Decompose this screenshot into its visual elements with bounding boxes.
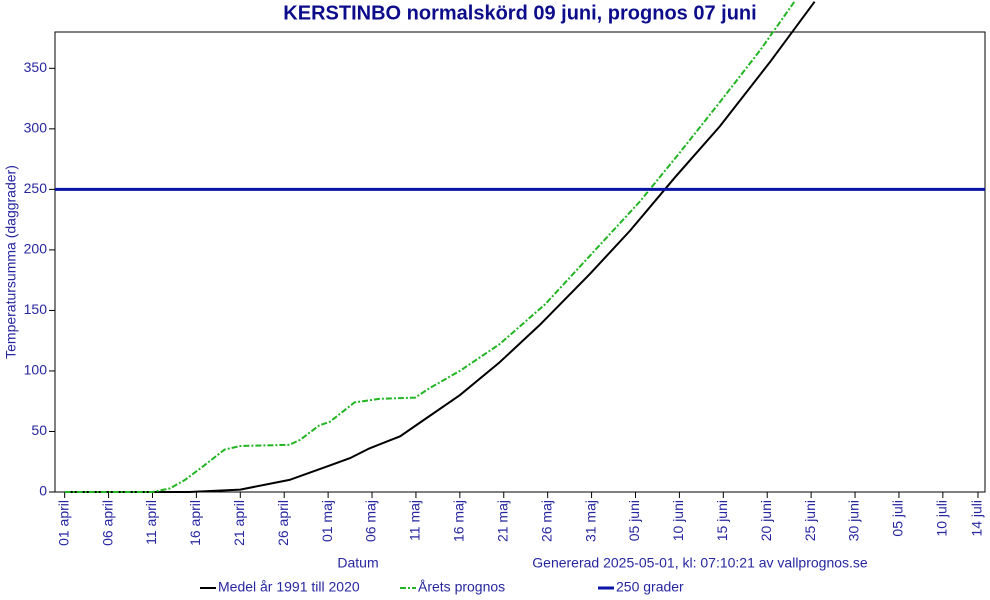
y-tick-label: 50	[31, 422, 47, 438]
y-tick-label: 200	[24, 241, 48, 257]
plot-area	[54, 31, 986, 493]
legend-label: Årets prognos	[418, 579, 505, 595]
x-tick-label: 14 juli	[969, 500, 985, 537]
x-tick-label: 20 juni	[758, 500, 774, 541]
x-tick-label: 01 maj	[319, 500, 335, 542]
annotation: Genererad 2025-05-01, kl: 07:10:21 av va…	[532, 555, 868, 571]
chart-title: KERSTINBO normalskörd 09 juni, prognos 0…	[283, 2, 756, 24]
x-tick-label: 26 april	[275, 500, 291, 546]
x-tick-label: 01 april	[55, 500, 71, 546]
x-tick-label: 06 maj	[363, 500, 379, 542]
x-tick-label: 10 juli	[934, 500, 950, 537]
x-tick-label: 26 maj	[538, 500, 554, 542]
legend-label: Medel år 1991 till 2020	[218, 579, 360, 595]
y-tick-label: 300	[24, 120, 48, 136]
y-tick-label: 100	[24, 362, 48, 378]
x-tick-label: 16 maj	[451, 500, 467, 542]
x-tick-label: 05 juli	[890, 500, 906, 537]
x-axis-label: Datum	[337, 555, 378, 571]
x-tick-label: 05 juni	[626, 500, 642, 541]
x-tick-label: 06 april	[99, 500, 115, 546]
legend-label: 250 grader	[616, 579, 684, 595]
x-tick-label: 21 maj	[494, 500, 510, 542]
x-tick-label: 11 maj	[407, 500, 423, 541]
x-tick-label: 30 juni	[846, 500, 862, 541]
y-tick-label: 150	[24, 301, 48, 317]
series-line	[64, 1, 816, 493]
x-tick-label: 25 juni	[802, 500, 818, 541]
y-tick-label: 0	[39, 483, 47, 499]
x-tick-label: 16 april	[187, 500, 203, 546]
x-tick-label: 15 juni	[714, 500, 730, 541]
x-tick-label: 11 april	[143, 500, 159, 545]
y-tick-label: 250	[24, 180, 48, 196]
x-tick-label: 10 juni	[670, 500, 686, 541]
y-tick-label: 350	[24, 59, 48, 75]
x-tick-label: 31 maj	[582, 500, 598, 542]
series-line	[64, 1, 796, 493]
x-tick-label: 21 april	[231, 500, 247, 546]
y-axis-label: Temperatursumma (daggrader)	[3, 165, 19, 359]
